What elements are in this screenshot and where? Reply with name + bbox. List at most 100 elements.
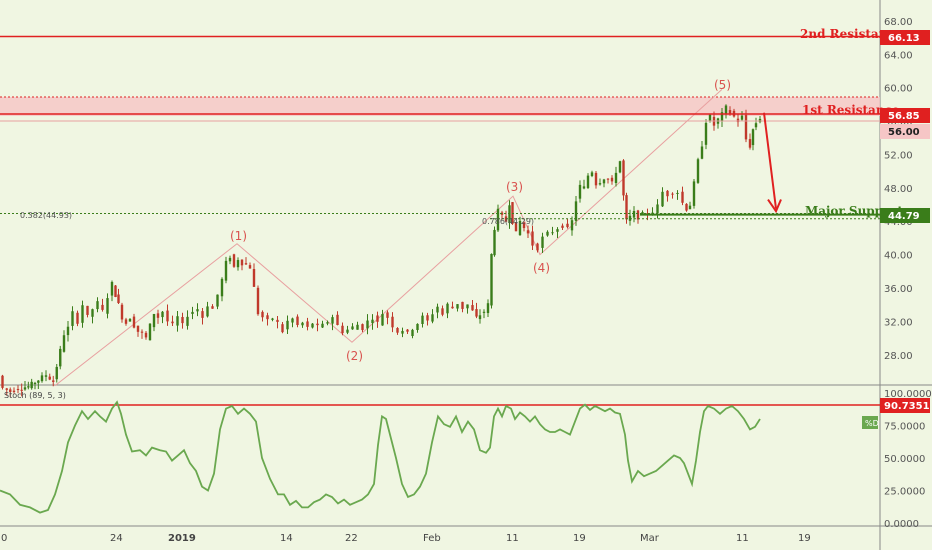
candle-body	[140, 331, 144, 333]
candle-body	[30, 381, 33, 389]
candle-body	[114, 285, 117, 297]
candle-body	[132, 316, 136, 328]
candle-body	[27, 386, 30, 388]
candle-body	[301, 322, 304, 326]
candle-body	[500, 212, 504, 215]
candle-body	[724, 105, 728, 114]
candle-body	[646, 213, 649, 215]
x-tick-label: 19	[573, 533, 586, 544]
candle-body	[401, 330, 404, 334]
candle-body	[386, 312, 389, 318]
candle-body	[728, 110, 732, 114]
candle-body	[688, 205, 692, 210]
candle-body	[561, 225, 564, 228]
candle-body	[81, 305, 84, 323]
candle-body	[201, 311, 204, 318]
candle-body	[566, 223, 569, 228]
candle-body	[411, 329, 414, 337]
resistance-1-label: 1st Resistance	[802, 103, 900, 117]
candle-body	[602, 179, 606, 184]
y-tick-label: 60.00	[884, 84, 913, 95]
candle-body	[546, 231, 549, 236]
candle-body	[248, 265, 252, 269]
candle-body	[186, 316, 189, 326]
candle-body	[316, 323, 319, 326]
candle-body	[431, 314, 434, 322]
candle-body	[286, 320, 289, 330]
x-tick-label: 2019	[168, 533, 196, 544]
candle-body	[466, 304, 469, 309]
candle-body	[636, 210, 640, 220]
candle-body	[441, 308, 444, 315]
candle-body	[311, 323, 314, 328]
stoch-y-tick-label: 0.0000	[884, 519, 919, 530]
candle-body	[736, 118, 740, 123]
stoch-y-tick-label: 25.0000	[884, 487, 925, 498]
candle-body	[486, 303, 490, 314]
candle-body	[48, 376, 51, 380]
candle-body	[351, 326, 354, 330]
candle-body	[758, 118, 762, 123]
forecast-arrow-shaft	[763, 112, 777, 209]
candle-body	[692, 181, 696, 206]
candle-body	[570, 220, 574, 231]
candle-body	[136, 325, 140, 332]
candle-body	[266, 315, 269, 320]
y-tick-label: 64.00	[884, 50, 913, 61]
candle-body	[33, 382, 37, 385]
candle-body	[451, 306, 454, 309]
candle-body	[391, 316, 394, 328]
candle-body	[281, 324, 284, 333]
candle-body	[676, 192, 679, 194]
candle-body	[12, 390, 16, 392]
fib-right-label: 0.786(44.29)	[482, 217, 534, 226]
candle-body	[148, 323, 152, 341]
candle-body	[59, 348, 62, 367]
candle-body	[117, 294, 120, 304]
candle-body	[5, 388, 8, 390]
candle-body	[556, 229, 559, 232]
y-tick-label: 52.00	[884, 150, 913, 161]
stoch-title: Stoch (89, 5, 3)	[4, 391, 66, 400]
candle-body	[336, 314, 339, 325]
x-tick-label: 11	[736, 533, 749, 544]
candle-body	[526, 230, 530, 234]
candle-body	[120, 304, 124, 320]
candle-body	[421, 315, 424, 325]
y-tick-label: 32.00	[884, 317, 913, 328]
candle-body	[236, 260, 240, 268]
candle-body	[161, 311, 164, 318]
candle-body	[261, 311, 264, 318]
candle-body	[128, 319, 132, 322]
y-tick-label: 36.00	[884, 284, 913, 295]
candle-body	[490, 253, 493, 306]
elliott-wave-line	[54, 88, 723, 387]
candle-body	[196, 309, 199, 312]
x-tick-label: 14	[280, 533, 293, 544]
last-price-value: 56.00	[888, 127, 920, 138]
candle-body	[331, 317, 334, 324]
candle-body	[252, 268, 256, 287]
candle-body	[16, 388, 20, 390]
candle-body	[40, 375, 44, 382]
y-tick-label: 28.00	[884, 351, 913, 362]
candle-body	[9, 389, 12, 392]
resistance-2-badge	[880, 30, 930, 45]
candle-body	[276, 319, 279, 322]
candle-body	[176, 316, 179, 326]
candle-body	[291, 318, 294, 323]
candle-body	[606, 178, 610, 180]
candle-body	[62, 335, 66, 352]
support-badge	[880, 208, 930, 223]
wave-4-label: (4)	[533, 261, 550, 275]
candle-body	[181, 316, 184, 324]
candle-body	[55, 366, 58, 380]
candle-body	[666, 190, 669, 197]
resistance-1-badge	[880, 108, 930, 123]
support-label: Major Support	[805, 204, 903, 218]
x-tick-label: Feb	[423, 533, 441, 544]
candle-body	[536, 243, 539, 251]
candle-body	[610, 177, 614, 182]
